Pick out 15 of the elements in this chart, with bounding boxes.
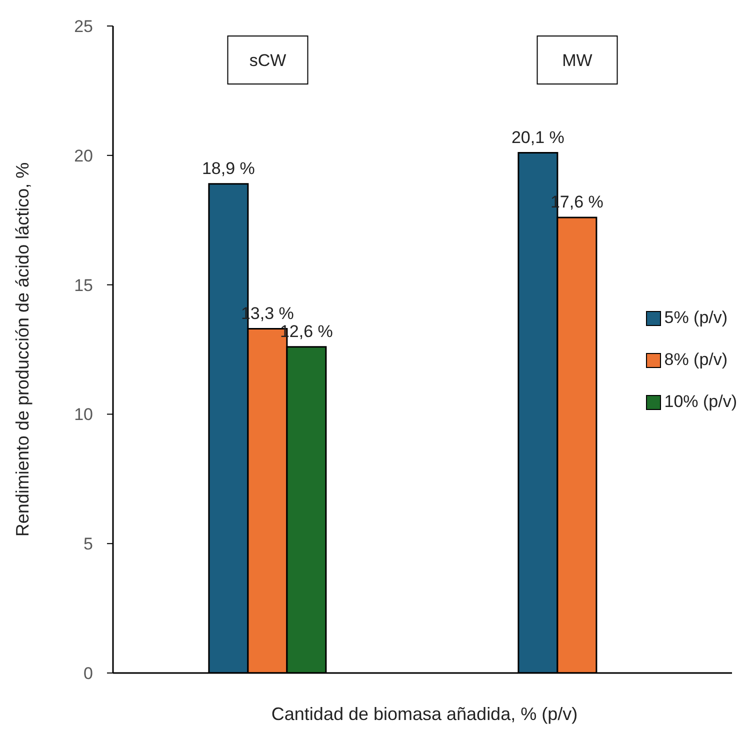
data-label: 20,1 %: [511, 128, 564, 147]
data-label: 18,9 %: [202, 158, 255, 178]
legend-label: 5% (p/v): [664, 308, 728, 328]
legend-label: 10% (p/v): [664, 392, 737, 412]
y-tick-label: 10: [74, 405, 93, 424]
y-tick-label: 5: [84, 534, 93, 554]
y-tick-label: 15: [74, 276, 93, 295]
x-tick-label: MW: [562, 51, 592, 70]
x-axis-title: Cantidad de biomasa añadida, % (p/v): [270, 704, 579, 725]
legend-label: 8% (p/v): [664, 350, 728, 370]
y-tick-label: 0: [84, 664, 93, 684]
y-tick-label: 25: [74, 17, 93, 36]
y-tick-label: 20: [74, 146, 93, 166]
x-tick-label: sCW: [249, 51, 286, 70]
y-axis-title: Rendimiento de producción de ácido láctico, %: [12, 162, 34, 537]
